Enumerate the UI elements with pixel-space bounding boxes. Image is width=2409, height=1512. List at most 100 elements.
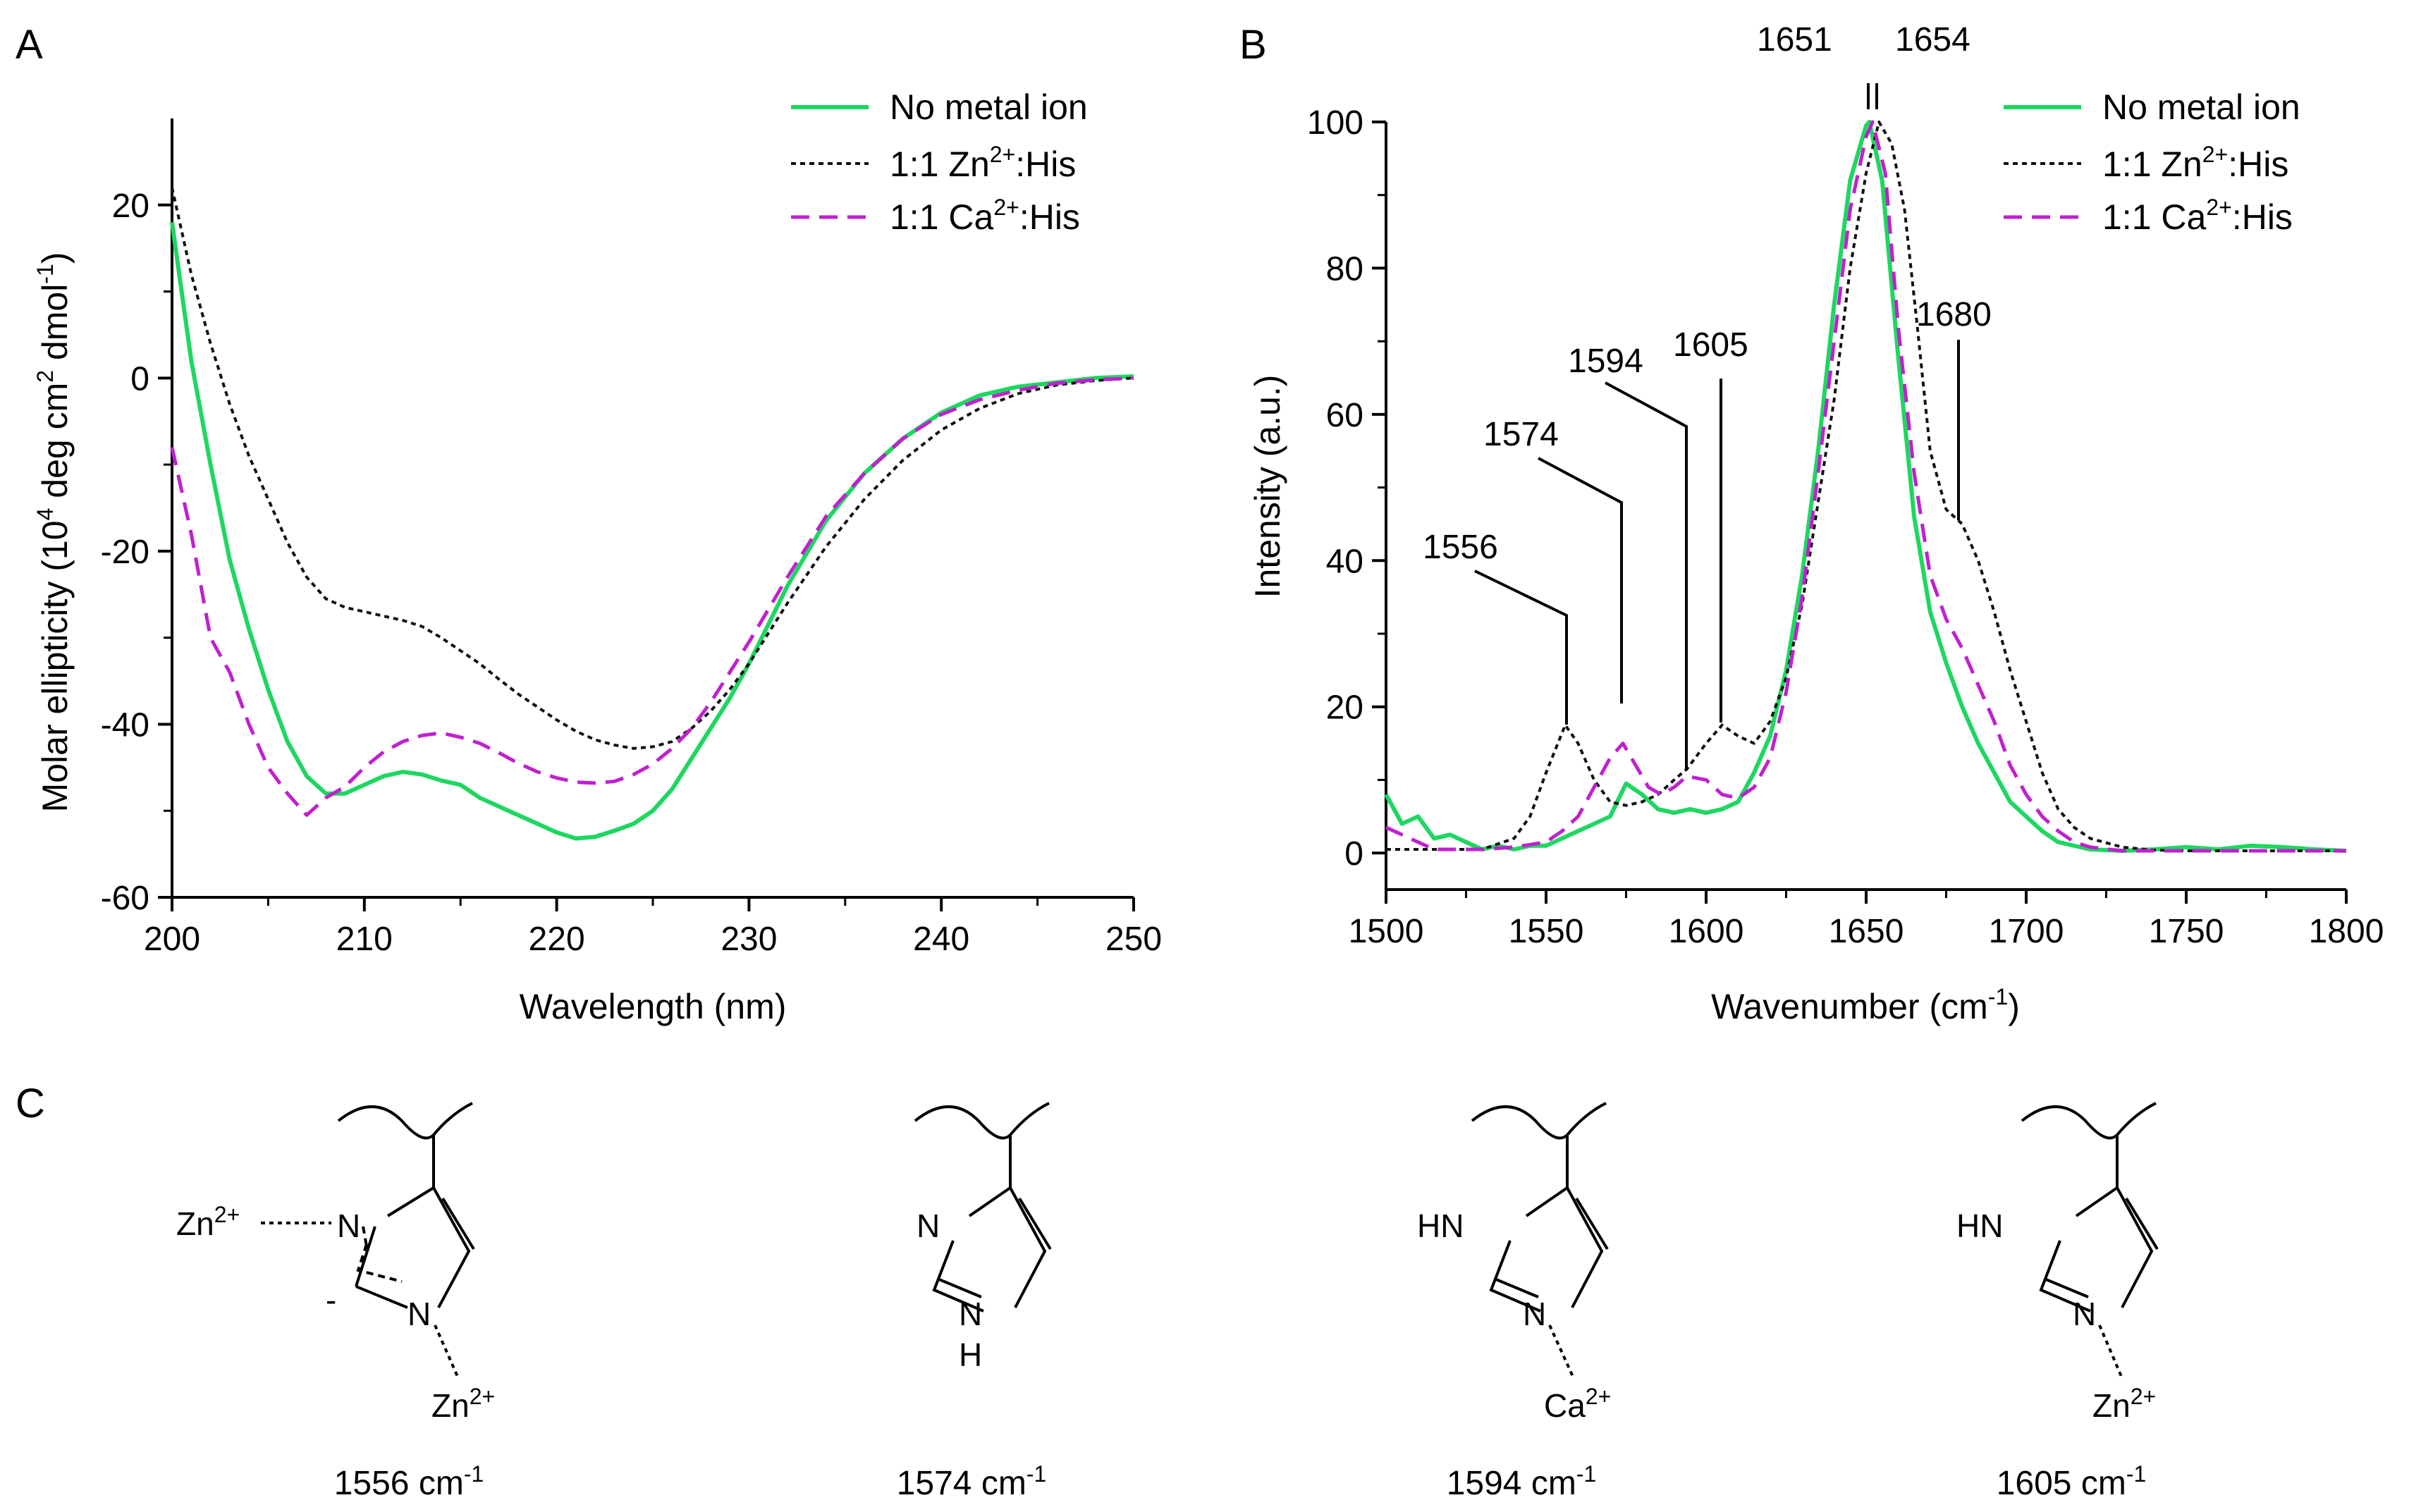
structure-1594	[1471, 1102, 1609, 1379]
structure-1556-backbone	[337, 1102, 473, 1188]
panel-b-legend: No metal ion 1:1 Zn2+:His 1:1 Ca2+:His	[2004, 87, 2300, 237]
structure-1605-backbone	[2021, 1102, 2157, 1188]
annotation-1594: 1594	[1568, 343, 1643, 380]
panel-b-letter: B	[1239, 22, 1267, 68]
structure-1574-n3: N	[959, 1296, 982, 1332]
panel-b-axes	[1385, 122, 2346, 891]
structure-1556-coordination	[261, 1222, 460, 1379]
structure-1556-caption: 1556 cm-1	[334, 1461, 484, 1502]
legend-label-ca: 1:1 Ca2+:His	[890, 195, 1080, 237]
structure-1594-coordination	[1548, 1324, 1575, 1379]
structure-1605-n3: N	[2073, 1296, 2096, 1332]
panel-a-x-tick-label: 200	[144, 921, 200, 958]
structure-1574-ring-c	[1009, 1187, 1052, 1308]
panel-a-y-tick-label: -40	[101, 706, 149, 744]
panel-b-ylabel: Intensity (a.u.)	[1248, 375, 1287, 598]
panel-c-letter: C	[16, 1081, 45, 1126]
annotation-line-1574	[1538, 457, 1623, 703]
panel-a-x-tick-label: 250	[1105, 921, 1162, 958]
structure-1605-ring-c	[2116, 1187, 2159, 1308]
panel-a-x-tick-label: 210	[336, 921, 393, 958]
panel-b-y-tick-label: 40	[1326, 543, 1363, 580]
structure-1556-ring-bonds	[355, 1197, 475, 1309]
panel-b-y-tick-label: 20	[1326, 689, 1363, 727]
structure-1594-caption: 1594 cm-1	[1447, 1461, 1597, 1502]
panel-a-x-tick-label: 240	[913, 921, 969, 958]
panel-b-series	[1384, 120, 2347, 853]
panel-a-series-1	[171, 187, 1134, 750]
panel-a-y-tick-label: 0	[130, 360, 149, 398]
structure-1605-ring-bonds	[2039, 1186, 2119, 1313]
panel-b-x-tick-label: 1500	[1349, 913, 1424, 950]
panel-b-y-tick-label: 80	[1326, 250, 1363, 288]
annotation-1680: 1680	[1916, 296, 1992, 333]
legend-label-zn: 1:1 Zn2+:His	[890, 142, 1076, 184]
structure-1594-ring-bonds	[1489, 1186, 1569, 1313]
structure-1556-minus: -	[326, 1281, 336, 1318]
panel-b-annotations	[1474, 83, 1960, 770]
structure-1574-ring-bonds	[932, 1186, 1012, 1313]
panel-a-ylabel: Molar ellipticity (104 deg cm2 dmol-1)	[32, 252, 75, 813]
panel-b-y-tick-label: 100	[1307, 104, 1363, 142]
panel-a-y-tick-label: -60	[101, 880, 149, 917]
panel-a-x-tick-label: 230	[721, 921, 777, 958]
panel-a-y-tick-label: -20	[101, 534, 149, 571]
annotation-1574: 1574	[1483, 416, 1559, 453]
panel-b-y-tick-label: 60	[1326, 397, 1363, 434]
structure-1605-coordination	[2098, 1324, 2123, 1379]
annotation-line-1594	[1605, 381, 1688, 770]
structure-1605-hn: HN	[1956, 1207, 2003, 1244]
panel-b: B 1500 1550 1600 1650 1700 1750 18000204060801…	[1239, 21, 2384, 1026]
structure-1556-delocal	[356, 1226, 403, 1283]
panel-b-x-tick-label: 1650	[1829, 913, 1904, 950]
structure-1594-hn: HN	[1417, 1207, 1464, 1244]
legend-label-no-metal: No metal ion	[890, 87, 1088, 127]
structure-1594-backbone	[1471, 1102, 1607, 1188]
annotation-1651: 1651	[1757, 21, 1832, 59]
annotation-1605: 1605	[1673, 326, 1748, 364]
panel-b-x-tick-label: 1550	[1509, 913, 1584, 950]
panel-a-series	[170, 187, 1134, 841]
panel-a-series-2	[170, 376, 1134, 817]
structure-1556	[261, 1102, 475, 1379]
panel-b-x-tick-label: 1800	[2309, 913, 2384, 950]
structure-1574-caption: 1574 cm-1	[897, 1461, 1047, 1502]
structure-1605-caption: 1605 cm-1	[1997, 1461, 2147, 1502]
panel-a-letter: A	[16, 22, 43, 68]
panel-b-x-tick-label: 1600	[1669, 913, 1744, 950]
panel-a-y-tick-label: 20	[112, 188, 149, 225]
structure-1574-backbone	[914, 1102, 1050, 1188]
structure-1594-metal: Ca2+	[1544, 1384, 1611, 1424]
panel-b-x-tick-label: 1700	[1989, 913, 2064, 950]
panel-b-xlabel: Wavenumber (cm-1)	[1711, 984, 2020, 1026]
structure-1605-metal: Zn2+	[2092, 1384, 2156, 1424]
legend-b-label-ca: 1:1 Ca2+:His	[2102, 195, 2293, 237]
structure-1556-n3: N	[407, 1296, 431, 1332]
legend-b-label-zn: 1:1 Zn2+:His	[2102, 142, 2288, 184]
panel-a-legend: No metal ion 1:1 Zn2+:His 1:1 Ca2+:His	[791, 87, 1088, 237]
structure-1594-n3: N	[1523, 1296, 1546, 1332]
structure-1574-h: H	[959, 1336, 982, 1373]
structure-1574-n1: N	[917, 1207, 940, 1244]
structure-1594-ring-c	[1566, 1187, 1609, 1308]
structure-1605	[2021, 1102, 2159, 1379]
annotation-1654: 1654	[1895, 21, 1970, 59]
structure-1556-ring-c	[432, 1187, 471, 1308]
panel-b-series-2	[1385, 120, 2346, 853]
legend-b-label-no-metal: No metal ion	[2102, 87, 2300, 127]
structure-1556-bond-n1	[386, 1186, 435, 1217]
panel-b-x-tick-label: 1750	[2149, 913, 2224, 950]
panel-b-y-tick-label: 0	[1344, 835, 1363, 873]
structure-1556-zn-top: Zn2+	[176, 1202, 240, 1242]
annotation-1556: 1556	[1423, 529, 1498, 566]
panel-c: C Zn2+ N N - Zn2+ 1556 cm-1 N N H 1574 c…	[16, 1081, 2159, 1502]
structure-1556-zn-bottom: Zn2+	[431, 1384, 495, 1424]
structure-1574	[914, 1102, 1052, 1313]
structure-1556-n1: N	[337, 1207, 360, 1244]
panel-a-x-tick-label: 220	[529, 921, 585, 958]
panel-a-xlabel: Wavelength (nm)	[520, 987, 787, 1026]
panel-b-ticks: 1500 1550 1600 1650 1700 1750 1800 0 20 40 60 80 100	[1307, 104, 2384, 950]
